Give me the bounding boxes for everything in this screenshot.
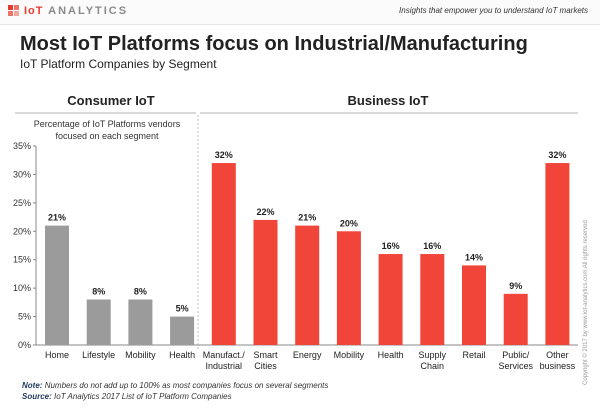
bar-value-label: 16%	[423, 241, 441, 251]
category-label: Manufact./	[203, 350, 246, 360]
footnote-source-label: Source:	[22, 392, 52, 401]
category-label: Mobility	[125, 350, 156, 360]
footnote-source: Source: IoT Analytics 2017 List of IoT P…	[22, 391, 328, 402]
bar	[378, 254, 403, 345]
chart-subtitle: IoT Platform Companies by Segment	[20, 57, 217, 71]
top-bar: IoT ANALYTICS Insights that empower you …	[0, 0, 600, 25]
category-label: business	[540, 361, 576, 371]
bar-value-label: 9%	[509, 281, 522, 291]
bar	[295, 225, 320, 345]
y-tick-label: 30%	[13, 169, 31, 179]
y-tick-label: 10%	[13, 283, 31, 293]
bar	[170, 316, 195, 345]
bar	[420, 254, 445, 345]
category-label: Supply	[419, 350, 447, 360]
category-label: Other	[546, 350, 569, 360]
bar-value-label: 5%	[176, 304, 189, 314]
bar	[462, 265, 486, 345]
y-tick-label: 35%	[13, 141, 31, 151]
category-label: Chain	[421, 361, 445, 371]
brand-logo-analytics: ANALYTICS	[48, 5, 129, 17]
y-tick-label: 15%	[13, 255, 31, 265]
category-label: Public/	[502, 350, 530, 360]
category-label: Home	[45, 350, 69, 360]
bar-value-label: 21%	[298, 213, 316, 223]
iot-analytics-logo-icon	[8, 5, 19, 16]
bar	[336, 231, 361, 345]
category-label: Lifestyle	[82, 350, 115, 360]
bar-value-label: 32%	[215, 150, 233, 160]
plot-area: 0% 5% 10% 15% 20% 25% 30% 35% 21% Home 8% Lifestyle…	[13, 141, 578, 371]
footnote-note-label: Note:	[22, 381, 43, 390]
category-label: Mobility	[334, 350, 365, 360]
bar	[86, 299, 111, 345]
category-label: Health	[169, 350, 195, 360]
category-label: Smart	[253, 350, 278, 360]
bar	[253, 219, 278, 345]
bar-value-label: 32%	[548, 150, 566, 160]
footnote-note: Note: Numbers do not add up to 100% as m…	[22, 380, 328, 391]
bar-value-label: 8%	[92, 287, 105, 297]
group-label-consumer-iot: Consumer IoT	[67, 93, 154, 108]
category-label: Retail	[462, 350, 485, 360]
y-tick-label: 25%	[13, 198, 31, 208]
bar-value-label: 16%	[382, 241, 400, 251]
brand-logo-iot: IoT	[24, 5, 44, 17]
bar	[128, 299, 153, 345]
y-axis-title-line-1: Percentage of IoT Platforms vendors	[34, 119, 181, 129]
y-tick-label: 5%	[18, 312, 31, 322]
y-tick-label: 0%	[18, 340, 31, 350]
bar	[503, 293, 528, 345]
footnote: Note: Numbers do not add up to 100% as m…	[22, 380, 328, 402]
category-label: Energy	[293, 350, 322, 360]
bar	[545, 163, 570, 345]
bar	[211, 163, 236, 345]
y-tick-label: 20%	[13, 226, 31, 236]
group-label-business-iot: Business IoT	[348, 93, 429, 108]
bar-value-label: 8%	[134, 287, 147, 297]
bar-value-label: 21%	[48, 213, 66, 223]
bar-value-label: 22%	[256, 207, 274, 217]
tagline: Insights that empower you to understand …	[399, 6, 588, 15]
bar	[45, 225, 69, 345]
footnote-source-text: IoT Analytics 2017 List of IoT Platform …	[54, 392, 232, 401]
bar-value-label: 14%	[465, 252, 483, 262]
chart-title: Most IoT Platforms focus on Industrial/M…	[20, 33, 528, 55]
footnote-note-text: Numbers do not add up to 100% as most co…	[44, 381, 329, 390]
copyright-notice: Copyright © 2017 by www.iot-analytics.co…	[583, 220, 589, 385]
category-label: Services	[498, 361, 533, 371]
bar-chart: Consumer IoT Business IoT Percentage of …	[13, 93, 578, 371]
bar-value-label: 20%	[340, 218, 358, 228]
category-label: Cities	[254, 361, 277, 371]
brand-logo-text: IoT ANALYTICS	[24, 5, 128, 17]
y-axis-title-line-2: focused on each segment	[55, 131, 159, 141]
category-label: Industrial	[206, 361, 243, 371]
category-label: Health	[378, 350, 404, 360]
